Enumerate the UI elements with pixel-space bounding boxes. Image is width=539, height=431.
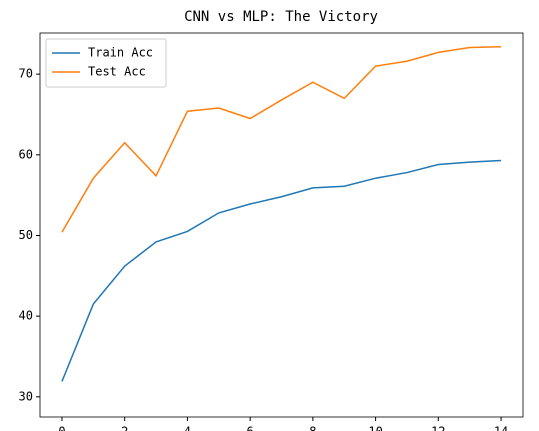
chart-title: CNN vs MLP: The Victory [184, 9, 378, 25]
x-tick-label: 4 [184, 425, 191, 431]
legend-label: Train Acc [88, 46, 153, 60]
x-tick-label: 10 [368, 425, 382, 431]
y-tick-label: 30 [19, 389, 33, 403]
series-line [61, 45, 502, 233]
series-line [61, 159, 502, 382]
y-tick-label: 70 [19, 67, 33, 81]
legend-box [45, 38, 167, 88]
y-tick-label: 50 [19, 228, 33, 242]
x-tick-label: 2 [121, 425, 128, 431]
legend-label: Test Acc [88, 65, 146, 79]
x-tick-label: 12 [431, 425, 445, 431]
x-tick-label: 0 [58, 425, 65, 431]
plot-frame [39, 32, 524, 418]
y-tick-label: 40 [19, 309, 33, 323]
x-tick-label: 6 [247, 425, 254, 431]
x-tick-label: 14 [494, 425, 508, 431]
y-tick-label: 60 [19, 147, 33, 161]
x-tick-label: 8 [309, 425, 316, 431]
